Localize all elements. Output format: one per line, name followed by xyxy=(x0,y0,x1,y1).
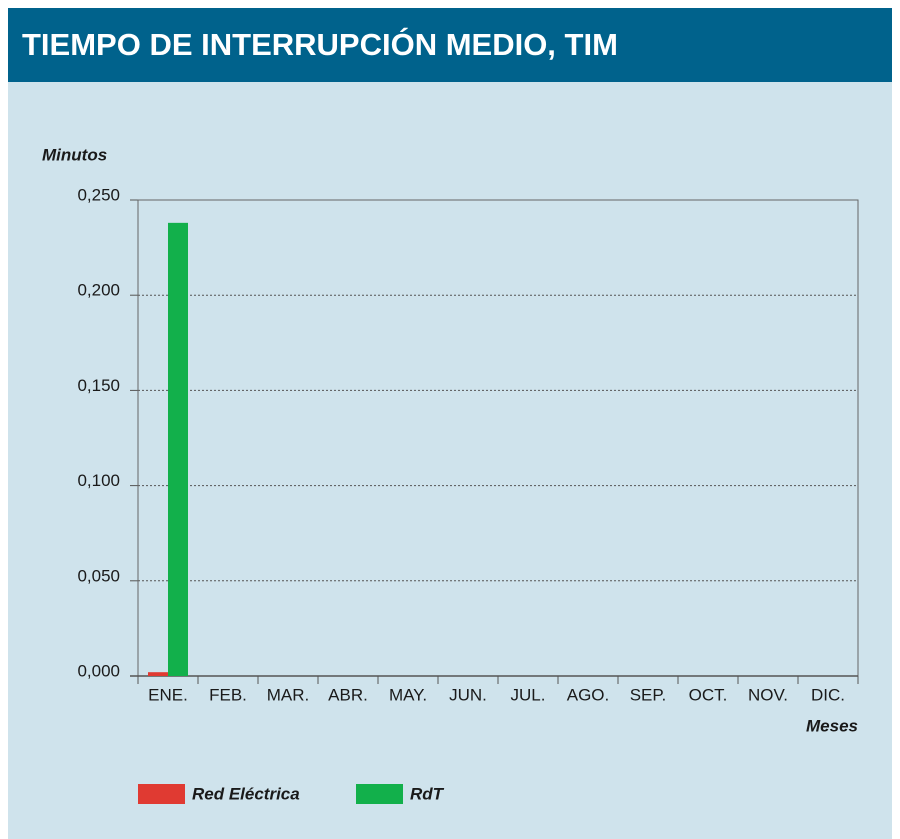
x-tick-label: JUL. xyxy=(511,685,546,704)
legend-swatch xyxy=(138,784,185,804)
x-tick-label: MAR. xyxy=(267,685,310,704)
x-tick-label: NOV. xyxy=(748,685,788,704)
plot-frame xyxy=(137,199,859,676)
x-tick-label: FEB. xyxy=(209,685,247,704)
legend-label: Red Eléctrica xyxy=(192,784,300,803)
y-tick-label: 0,050 xyxy=(77,566,120,585)
x-axis-label: Meses xyxy=(806,716,858,735)
y-tick-label: 0,150 xyxy=(77,376,120,395)
bar xyxy=(148,672,168,676)
x-tick-label: DIC. xyxy=(811,685,845,704)
x-tick-label: ENE. xyxy=(148,685,188,704)
chart-title: TIEMPO DE INTERRUPCIÓN MEDIO, TIM xyxy=(22,26,618,62)
x-tick-label: JUN. xyxy=(449,685,487,704)
x-tick-label: SEP. xyxy=(630,685,667,704)
y-tick-label: 0,200 xyxy=(77,281,120,300)
y-tick-label: 0,250 xyxy=(77,185,120,204)
legend-label: RdT xyxy=(410,784,445,803)
bar xyxy=(168,222,188,676)
y-tick-label: 0,100 xyxy=(77,471,120,490)
y-axis-label: Minutos xyxy=(42,145,107,164)
y-tick-label: 0,000 xyxy=(77,661,120,680)
legend-swatch xyxy=(356,784,403,804)
header-band xyxy=(8,8,892,82)
x-tick-label: ABR. xyxy=(328,685,368,704)
background xyxy=(8,8,892,839)
x-tick-label: MAY. xyxy=(389,685,427,704)
x-tick-label: AGO. xyxy=(567,685,610,704)
x-tick-label: OCT. xyxy=(689,685,728,704)
